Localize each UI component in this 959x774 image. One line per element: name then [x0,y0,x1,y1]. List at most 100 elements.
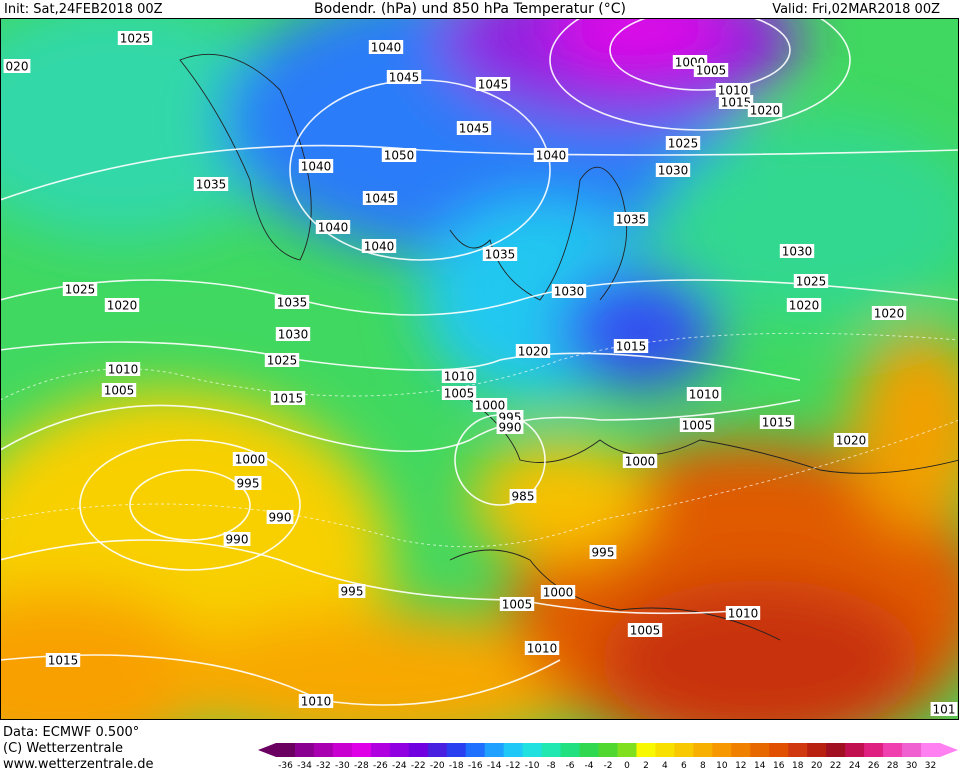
isobar-label-box [551,284,587,298]
colorbar-cell [332,743,353,757]
isobar-label: 1015 [48,654,79,668]
colorbar-label: -26 [373,761,388,770]
colorbar-label: 22 [830,761,841,770]
colorbar-label: -4 [585,761,594,770]
isobar-label: 1030 [658,164,689,178]
isobar-label-box [613,339,649,353]
colorbar-cell [712,743,732,757]
colorbar-cell [484,743,505,757]
isobar-label-box [234,476,262,490]
isobar-label: 1015 [616,340,647,354]
isobar-label: 1030 [554,285,585,299]
colorbar-label: -12 [506,761,521,770]
isobar-label: 1025 [796,275,827,289]
colorbar-label: -8 [547,761,556,770]
isobar-label: 1040 [371,41,402,55]
isobar-label-box [540,585,576,599]
colorbar-label: 12 [735,761,746,770]
isobar-label-box [274,295,310,309]
isobar-label-box [368,40,404,54]
isobar-label-box [223,532,251,546]
isobar-label-box [718,95,754,109]
footer-data: Data: ECMWF 0.500° [3,725,139,740]
footer-url: www.wetterzentrale.de [3,757,153,770]
isobar-label: 1040 [536,149,567,163]
isobar-label-box [747,103,783,117]
isobar-label-box [930,702,958,716]
colorbar-cell [427,743,448,757]
colorbar-cell [655,743,675,757]
colorbar-cell [864,743,884,757]
colorbar-cell [370,743,391,757]
isobar-label-box [622,454,658,468]
colorbar-label: 0 [624,761,630,770]
colorbar-cell [788,743,808,757]
isobar-label-box [362,191,398,205]
isobar-label: 020 [6,60,29,74]
colorbar-right-arrow [940,743,958,757]
isobar-label: 1025 [120,32,151,46]
isobar-label-box [3,59,31,73]
isobar-label: 1045 [365,192,396,206]
colorbar-label: -18 [449,761,464,770]
colorbar-cell [921,743,941,757]
isobar-label: 1000 [543,586,574,600]
colorbar-cell [807,743,827,757]
colorbar-cell [826,743,846,757]
isobar-label-box [693,63,729,77]
colorbar-cell [351,743,372,757]
colorbar-label: 10 [716,761,728,770]
colorbar-cell [883,743,903,757]
colorbar-label: -28 [354,761,369,770]
isobar-label-box [627,623,663,637]
colorbar-label: 18 [792,761,804,770]
isobar-label: 1010 [718,84,749,98]
colorbar-label: -20 [430,761,445,770]
colorbar-cell [541,743,562,757]
isobar-label-box [104,298,140,312]
isobar-label-box [381,148,417,162]
isobar-label: 1005 [696,64,727,78]
isobar-label: 1005 [502,598,533,612]
colorbar-cell [731,743,751,757]
isobar-label-box [298,159,334,173]
colorbar-cell [693,743,713,757]
isobar-label: 1015 [273,392,304,406]
isobar-label-box [386,70,422,84]
valid-text: Valid: Fri,02MAR2018 00Z [772,2,940,17]
isobar-label: 101 [933,703,956,717]
isobar-label-box [361,239,397,253]
isobar-label: 985 [512,490,535,504]
colorbar-label: -6 [566,761,575,770]
colorbar-cell [276,743,296,757]
isobar-label-box [515,344,551,358]
isobar-label-box [715,83,751,97]
colorbar-label: 30 [906,761,918,770]
colorbar-label: 6 [681,761,687,770]
isobar-label-box [441,369,477,383]
colorbar-left-arrow [258,743,276,757]
colorbar-label: -30 [335,761,350,770]
isobar-label-box [589,545,617,559]
isobar-label-box [613,212,649,226]
isobar-label: 1035 [485,248,516,262]
isobar-label: 1020 [107,299,138,313]
isobar-label: 1020 [836,434,867,448]
colorbar-label: 24 [849,761,861,770]
colorbar-cell [902,743,922,757]
isobar-label-box [105,362,141,376]
colorbar: -36 -34 -32 -30 -28 -26 -24 -22 -20 -18 -16 -14 -12-… [258,743,958,771]
isobar-label: 1030 [278,328,309,342]
isobar-label-box [533,148,569,162]
isobar-label: 1010 [444,370,475,384]
colorbar-label: 20 [811,761,823,770]
isobar-label: 1040 [301,160,332,174]
isobar-label: 1010 [108,363,139,377]
isobar-label: 1040 [318,221,349,235]
isobar-label: 1030 [782,245,813,259]
colorbar-cell [845,743,865,757]
isobar-label: 1015 [721,96,752,110]
isobar-label-box [232,452,268,466]
colorbar-cell [522,743,543,757]
isobar-label-box [524,641,560,655]
